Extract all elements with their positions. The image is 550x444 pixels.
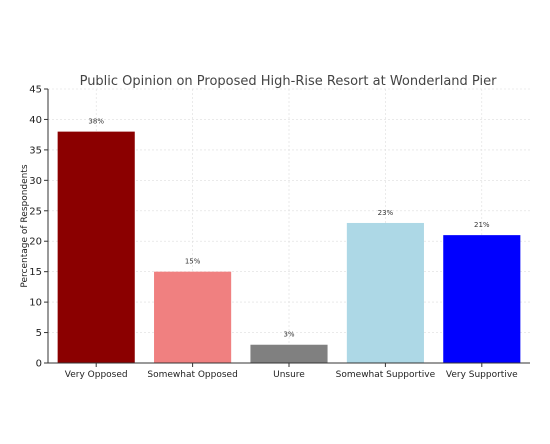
x-tick-label: Very Supportive (446, 370, 518, 380)
x-tick-label: Very Opposed (65, 370, 128, 380)
y-tick-label: 10 (29, 298, 42, 309)
x-tick-label: Somewhat Opposed (147, 370, 237, 380)
x-tick-label: Somewhat Supportive (336, 370, 436, 380)
data-label: 21% (474, 221, 490, 229)
chart-title: Public Opinion on Proposed High-Rise Res… (80, 74, 497, 89)
bar-3 (346, 222, 424, 363)
y-tick-label: 15 (29, 267, 42, 278)
bars-layer (57, 131, 521, 363)
x-tick-label: Unsure (273, 370, 305, 380)
bar-2 (250, 344, 328, 363)
y-tick-label: 25 (29, 206, 42, 217)
data-label: 23% (378, 209, 394, 217)
y-tick-label: 30 (29, 176, 42, 187)
y-tick-label: 0 (36, 359, 42, 370)
y-tick-label: 5 (36, 328, 42, 339)
data-labels-layer: 38% 15% 3% 23% 21% (88, 118, 490, 339)
data-label: 15% (185, 258, 201, 266)
data-label: 38% (88, 118, 104, 126)
y-tick-label: 20 (29, 237, 42, 248)
axis-layer: 0 5 10 15 20 25 30 35 40 45 Very Opposed Somewhat O… (29, 85, 530, 380)
bar-0 (57, 131, 135, 363)
y-tick-label: 40 (29, 115, 42, 126)
bar-1 (154, 271, 232, 363)
y-tick-label: 35 (29, 145, 42, 156)
y-axis-label: Percentage of Respondents (20, 164, 30, 288)
data-label: 3% (283, 331, 294, 339)
y-tick-label: 45 (29, 85, 42, 96)
bar-4 (443, 235, 521, 363)
